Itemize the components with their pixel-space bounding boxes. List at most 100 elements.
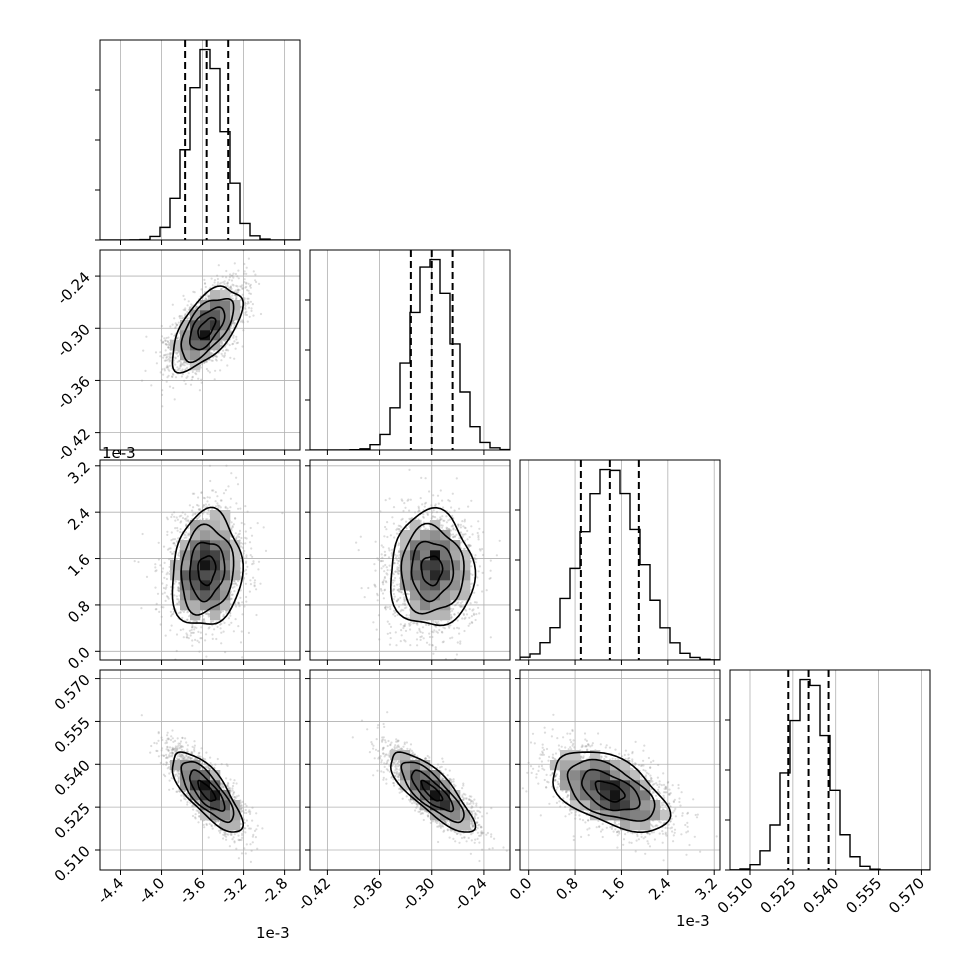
- sample-point: [185, 531, 188, 534]
- sample-point: [241, 601, 244, 604]
- sample-point: [203, 278, 206, 281]
- sample-point: [176, 366, 179, 369]
- sample-point: [179, 317, 182, 320]
- sample-point: [193, 291, 196, 294]
- sample-point: [243, 298, 246, 302]
- sample-point: [162, 373, 165, 376]
- sample-point: [162, 356, 165, 359]
- sample-point: [214, 505, 218, 508]
- sample-point: [240, 285, 243, 288]
- sample-point: [170, 613, 173, 616]
- sample-point: [245, 281, 248, 284]
- sample-point: [166, 365, 170, 369]
- sample-point: [165, 577, 168, 581]
- sample-point: [187, 519, 190, 522]
- sample-point: [235, 296, 238, 299]
- sample-point: [207, 509, 210, 512]
- sample-point: [186, 611, 189, 614]
- density-cell: [200, 310, 211, 321]
- sample-point: [137, 560, 140, 564]
- sample-point: [262, 526, 265, 529]
- sample-point: [235, 297, 238, 300]
- sample-point: [204, 297, 207, 300]
- sample-point: [194, 372, 197, 375]
- sample-point: [145, 575, 149, 579]
- sample-point: [197, 516, 201, 519]
- sample-point: [174, 544, 177, 547]
- sample-point: [235, 537, 238, 540]
- sample-point: [239, 596, 242, 599]
- sample-point: [238, 289, 241, 292]
- sample-point: [199, 637, 202, 640]
- sample-point: [235, 295, 238, 298]
- sample-point: [174, 363, 177, 366]
- sample-point: [164, 339, 167, 342]
- sample-point: [247, 257, 250, 260]
- sample-point: [200, 381, 203, 384]
- sample-point: [249, 554, 252, 557]
- sample-point: [224, 345, 227, 348]
- sample-point: [185, 517, 188, 520]
- sample-point: [211, 489, 214, 492]
- sample-point: [245, 572, 248, 575]
- sample-point: [236, 341, 240, 344]
- sample-point: [167, 343, 170, 346]
- sample-point: [177, 598, 180, 601]
- sample-point: [182, 361, 185, 364]
- sample-point: [162, 354, 166, 357]
- sample-point: [237, 288, 240, 291]
- sample-point: [183, 314, 187, 317]
- sample-point: [224, 506, 227, 509]
- sample-point: [200, 491, 203, 494]
- sample-point: [258, 282, 261, 285]
- sample-point: [237, 277, 240, 280]
- sample-point: [248, 590, 251, 593]
- sample-point: [242, 296, 245, 299]
- sample-point: [229, 590, 232, 593]
- sample-point: [200, 491, 203, 494]
- sample-point: [177, 589, 180, 592]
- sample-point: [234, 517, 237, 520]
- sample-point: [169, 352, 172, 355]
- sample-point: [185, 524, 188, 528]
- sample-point: [179, 528, 182, 531]
- sample-point: [215, 637, 218, 641]
- density-cell: [220, 320, 231, 331]
- sample-point: [221, 354, 224, 357]
- sample-point: [173, 334, 176, 337]
- sample-point: [250, 547, 253, 550]
- sample-point: [178, 515, 181, 518]
- sample-point: [241, 287, 244, 290]
- sample-point: [229, 356, 232, 359]
- sample-point: [219, 623, 222, 626]
- sample-point: [187, 534, 190, 537]
- sample-point: [229, 286, 232, 289]
- panel-frame: [99, 39, 301, 241]
- sample-point: [240, 536, 243, 540]
- sample-point: [232, 321, 236, 324]
- sample-point: [231, 320, 234, 323]
- sample-point: [193, 626, 196, 629]
- sample-point: [226, 364, 229, 367]
- sample-point: [239, 285, 242, 288]
- sample-point: [248, 315, 251, 318]
- sample-point: [180, 514, 183, 517]
- sample-point: [215, 355, 219, 358]
- sample-point: [177, 586, 180, 590]
- sample-point: [183, 298, 186, 301]
- sample-point: [167, 346, 170, 349]
- sample-point: [162, 586, 165, 590]
- sample-point: [169, 325, 172, 328]
- sample-point: [166, 376, 169, 379]
- sample-point: [163, 369, 166, 372]
- sample-point: [162, 340, 165, 343]
- sample-point: [204, 285, 207, 289]
- contour-level: [171, 285, 244, 374]
- sample-point: [249, 300, 252, 303]
- sample-point: [249, 526, 252, 530]
- sample-point: [173, 542, 176, 545]
- sample-point: [199, 514, 202, 517]
- sample-point: [198, 389, 201, 392]
- sample-point: [219, 369, 222, 372]
- sample-point: [247, 306, 251, 309]
